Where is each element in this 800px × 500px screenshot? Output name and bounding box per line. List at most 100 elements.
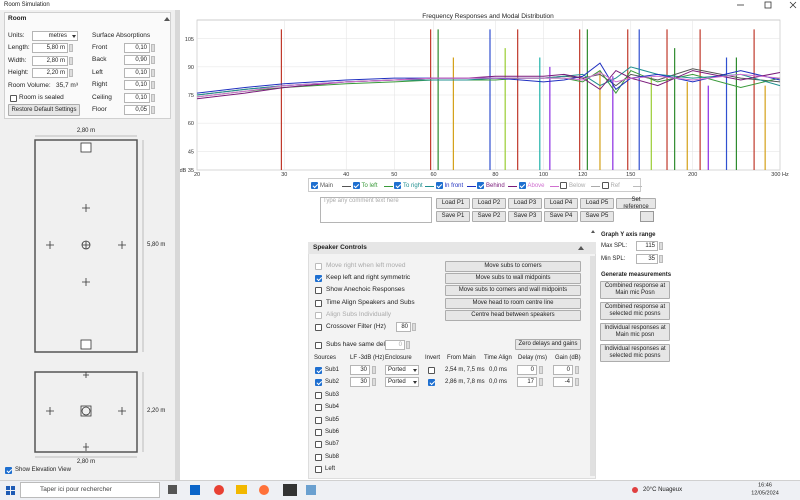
button[interactable]: Load P1	[436, 198, 470, 209]
scrollbar[interactable]	[590, 256, 595, 476]
dimension-input[interactable]: 2,20 m	[32, 68, 68, 78]
button[interactable]: Load P5	[580, 198, 614, 209]
legend-checkbox[interactable]	[601, 182, 609, 189]
spin-button[interactable]	[151, 81, 155, 90]
checkbox[interactable]	[315, 287, 322, 295]
spin-button[interactable]	[372, 378, 376, 387]
dropdown-arrow[interactable]	[72, 35, 76, 38]
spin-button[interactable]	[69, 56, 73, 65]
checkbox[interactable]	[315, 342, 322, 349]
spin-button[interactable]	[412, 323, 416, 331]
number-input[interactable]: 17	[517, 377, 537, 388]
button[interactable]: Move subs to wall midpoints	[445, 273, 581, 285]
checkbox[interactable]	[428, 379, 435, 387]
checkbox[interactable]	[315, 453, 322, 461]
button[interactable]: Save P1	[436, 211, 470, 222]
collapse-icon[interactable]	[591, 230, 595, 233]
collapse-icon[interactable]	[164, 17, 170, 21]
button[interactable]: Save P5	[580, 211, 614, 222]
button[interactable]: Save P3	[508, 211, 542, 222]
spin-button[interactable]	[151, 68, 155, 77]
button[interactable]: Load P3	[508, 198, 542, 209]
checkbox[interactable]	[315, 263, 322, 270]
spin-button[interactable]	[151, 44, 155, 52]
checkbox[interactable]	[315, 379, 322, 387]
spin-button[interactable]	[539, 378, 543, 387]
number-input[interactable]: -4	[553, 377, 573, 388]
button[interactable]: Restore Default Settings	[8, 104, 80, 116]
checkbox[interactable]	[315, 311, 322, 319]
button[interactable]: Set reference	[616, 197, 656, 210]
collapse-icon[interactable]	[578, 246, 584, 250]
spin-button[interactable]	[151, 93, 155, 102]
spin-button[interactable]	[575, 378, 579, 387]
spin-button[interactable]	[151, 56, 155, 65]
button[interactable]: Individual responses at Main mic posn	[600, 323, 670, 341]
dropdown-arrow[interactable]	[413, 369, 417, 372]
dimension-input[interactable]: 2,80 m	[32, 55, 68, 66]
number-input[interactable]: 80	[396, 322, 411, 332]
legend-checkbox[interactable]	[311, 182, 318, 189]
number-input[interactable]: 0	[385, 340, 405, 350]
checkbox[interactable]	[315, 404, 322, 412]
button[interactable]: Centre head between speakers	[445, 309, 581, 321]
checkbox[interactable]	[315, 391, 322, 399]
spin-button[interactable]	[659, 242, 663, 250]
checkbox[interactable]	[10, 95, 17, 102]
button[interactable]: Individual responses at selected mic pos…	[600, 344, 670, 362]
comment-box[interactable]: Type any comment text here	[320, 197, 432, 223]
enclosure-select[interactable]: Ported	[385, 365, 419, 375]
dimension-input[interactable]: 5,80 m	[32, 43, 68, 53]
absorption-input[interactable]: 0,10	[124, 43, 150, 53]
spin-button[interactable]	[69, 44, 73, 52]
absorption-input[interactable]: 0,05	[124, 105, 150, 115]
checkbox[interactable]	[315, 429, 322, 436]
checkbox[interactable]	[315, 466, 322, 474]
button[interactable]: Move head to room centre line	[445, 297, 581, 309]
taskbar-icons[interactable]	[6, 484, 638, 496]
legend-checkbox[interactable]	[394, 182, 401, 189]
number-input[interactable]: 30	[350, 365, 370, 375]
spin-button[interactable]	[659, 255, 663, 263]
number-input[interactable]: 0	[517, 365, 537, 375]
spin-button[interactable]	[372, 366, 376, 374]
enclosure-select[interactable]: Ported	[385, 377, 419, 388]
icon-button[interactable]	[640, 211, 654, 222]
button[interactable]: Load P4	[544, 198, 578, 209]
spin-button[interactable]	[575, 366, 579, 374]
spin-button[interactable]	[406, 341, 410, 349]
absorption-input[interactable]: 0,10	[124, 67, 150, 78]
button[interactable]: Combined response at Main mic Posn	[600, 281, 670, 299]
button[interactable]: Zero delays and gains	[515, 339, 581, 350]
number-input[interactable]: 115	[636, 241, 658, 251]
dropdown-arrow[interactable]	[413, 381, 417, 385]
checkbox[interactable]	[315, 441, 322, 449]
legend-checkbox[interactable]	[477, 182, 484, 189]
legend-checkbox[interactable]	[518, 182, 526, 189]
absorption-input[interactable]: 0,10	[124, 80, 150, 91]
search-box[interactable]	[20, 482, 160, 498]
button[interactable]: Save P2	[472, 211, 506, 222]
checkbox[interactable]	[315, 324, 322, 331]
spin-button[interactable]	[151, 106, 155, 114]
absorption-input[interactable]: 0,90	[124, 55, 150, 66]
button[interactable]: Move subs to corners and wall midpoints	[445, 285, 581, 297]
number-input[interactable]: 35	[636, 254, 658, 264]
checkbox[interactable]	[315, 275, 322, 283]
checkbox[interactable]	[315, 299, 322, 307]
legend-checkbox[interactable]	[560, 182, 567, 189]
absorption-input[interactable]: 0,10	[124, 92, 150, 103]
checkbox[interactable]	[428, 367, 435, 374]
button[interactable]: Load P2	[472, 198, 506, 209]
button[interactable]: Combined response at selected mic posns	[600, 302, 670, 320]
spin-button[interactable]	[539, 366, 543, 374]
units-select[interactable]: metres	[32, 31, 78, 41]
legend-checkbox[interactable]	[352, 182, 360, 189]
button[interactable]: Save P4	[544, 211, 578, 222]
checkbox[interactable]	[315, 367, 322, 374]
number-input[interactable]: 30	[350, 377, 370, 388]
number-input[interactable]: 0	[553, 365, 573, 375]
checkbox[interactable]	[5, 467, 12, 474]
spin-button[interactable]	[69, 69, 73, 77]
checkbox[interactable]	[315, 416, 322, 424]
